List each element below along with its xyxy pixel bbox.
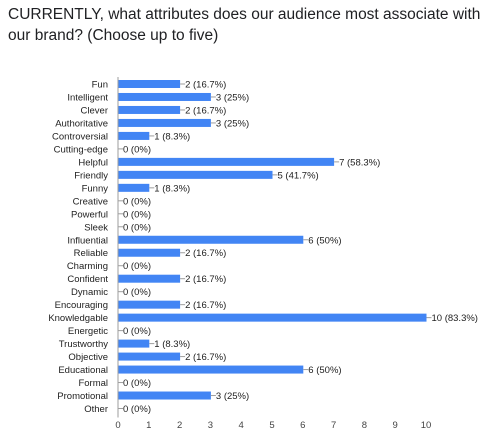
bar — [118, 248, 181, 257]
bar — [118, 118, 211, 127]
value-label: 7 (58.3%) — [339, 157, 380, 168]
value-label: 2 (16.7%) — [185, 274, 226, 285]
category-label: Controversial — [52, 131, 108, 142]
value-label: 0 (0%) — [123, 378, 151, 389]
bar — [118, 183, 150, 192]
x-tick-label: 7 — [331, 420, 336, 431]
plot-area: Fun 2 (16.7%) Intelligent 3 (25%) Clever 2 (1… — [48, 77, 478, 431]
bar — [118, 391, 211, 400]
value-label: 6 (50%) — [308, 365, 341, 376]
category-label: Dynamic — [71, 287, 108, 298]
category-label: Influential — [67, 235, 108, 246]
x-tick-label: 5 — [269, 420, 274, 431]
bar — [118, 339, 150, 348]
category-label: Formal — [78, 378, 108, 389]
value-label: 3 (25%) — [216, 92, 249, 103]
bar — [118, 157, 335, 166]
value-label: 0 (0%) — [123, 404, 151, 415]
chart-title: CURRENTLY, what attributes does our audi… — [8, 6, 481, 44]
category-label: Cutting-edge — [54, 144, 108, 155]
category-label: Funny — [82, 183, 109, 194]
value-label: 0 (0%) — [123, 222, 151, 233]
category-label: Promotional — [57, 391, 108, 402]
category-label: Objective — [68, 352, 108, 363]
bar — [118, 300, 181, 309]
value-label: 0 (0%) — [123, 196, 151, 207]
value-label: 2 (16.7%) — [185, 80, 226, 91]
x-tick-label: 3 — [208, 420, 213, 431]
value-label: 3 (25%) — [216, 118, 249, 129]
value-label: 1 (8.3%) — [154, 339, 190, 350]
value-label: 1 (8.3%) — [154, 131, 190, 142]
value-label: 0 (0%) — [123, 287, 151, 298]
value-label: 2 (16.7%) — [185, 105, 226, 116]
category-label: Other — [84, 404, 108, 415]
bar — [118, 105, 181, 114]
value-label: 10 (83.3%) — [432, 313, 478, 324]
category-label: Encouraging — [55, 300, 108, 311]
value-label: 0 (0%) — [123, 209, 151, 220]
x-tick-label: 2 — [177, 420, 182, 431]
bar — [118, 80, 181, 88]
value-label: 6 (50%) — [308, 235, 341, 246]
x-tick-label: 10 — [421, 420, 432, 431]
bar — [118, 274, 181, 283]
category-label: Powerful — [71, 209, 108, 220]
category-label: Reliable — [74, 248, 108, 259]
x-tick-label: 1 — [146, 420, 151, 431]
bar — [118, 170, 273, 179]
x-tick-label: 4 — [239, 420, 244, 431]
category-label: Educational — [58, 365, 108, 376]
value-label: 0 (0%) — [123, 144, 151, 155]
bar — [118, 313, 427, 322]
bar — [118, 365, 304, 374]
bar — [118, 235, 304, 244]
value-label: 2 (16.7%) — [185, 248, 226, 259]
category-label: Authoritative — [55, 118, 108, 129]
value-label: 2 (16.7%) — [185, 300, 226, 311]
category-label: Charming — [67, 261, 108, 272]
category-label: Friendly — [74, 170, 108, 181]
value-label: 2 (16.7%) — [185, 352, 226, 363]
bar — [118, 92, 211, 101]
category-label: Creative — [73, 196, 108, 207]
bar — [118, 352, 181, 361]
x-tick-label: 9 — [393, 420, 398, 431]
category-label: Trustworthy — [59, 339, 109, 350]
category-label: Helpful — [78, 157, 108, 168]
category-label: Confident — [67, 274, 108, 285]
category-label: Energetic — [68, 326, 108, 337]
category-label: Intelligent — [67, 92, 108, 103]
value-label: 0 (0%) — [123, 326, 151, 337]
x-tick-label: 0 — [115, 420, 120, 431]
category-label: Sleek — [84, 222, 108, 233]
value-label: 0 (0%) — [123, 261, 151, 272]
x-tick-label: 6 — [300, 420, 305, 431]
value-label: 1 (8.3%) — [154, 183, 190, 194]
value-label: 5 (41.7%) — [278, 170, 319, 181]
category-label: Knowledgable — [48, 313, 108, 324]
bar — [118, 131, 150, 140]
category-label: Clever — [81, 105, 108, 116]
value-label: 3 (25%) — [216, 391, 249, 402]
x-tick-label: 8 — [362, 420, 367, 431]
category-label: Fun — [92, 80, 108, 91]
